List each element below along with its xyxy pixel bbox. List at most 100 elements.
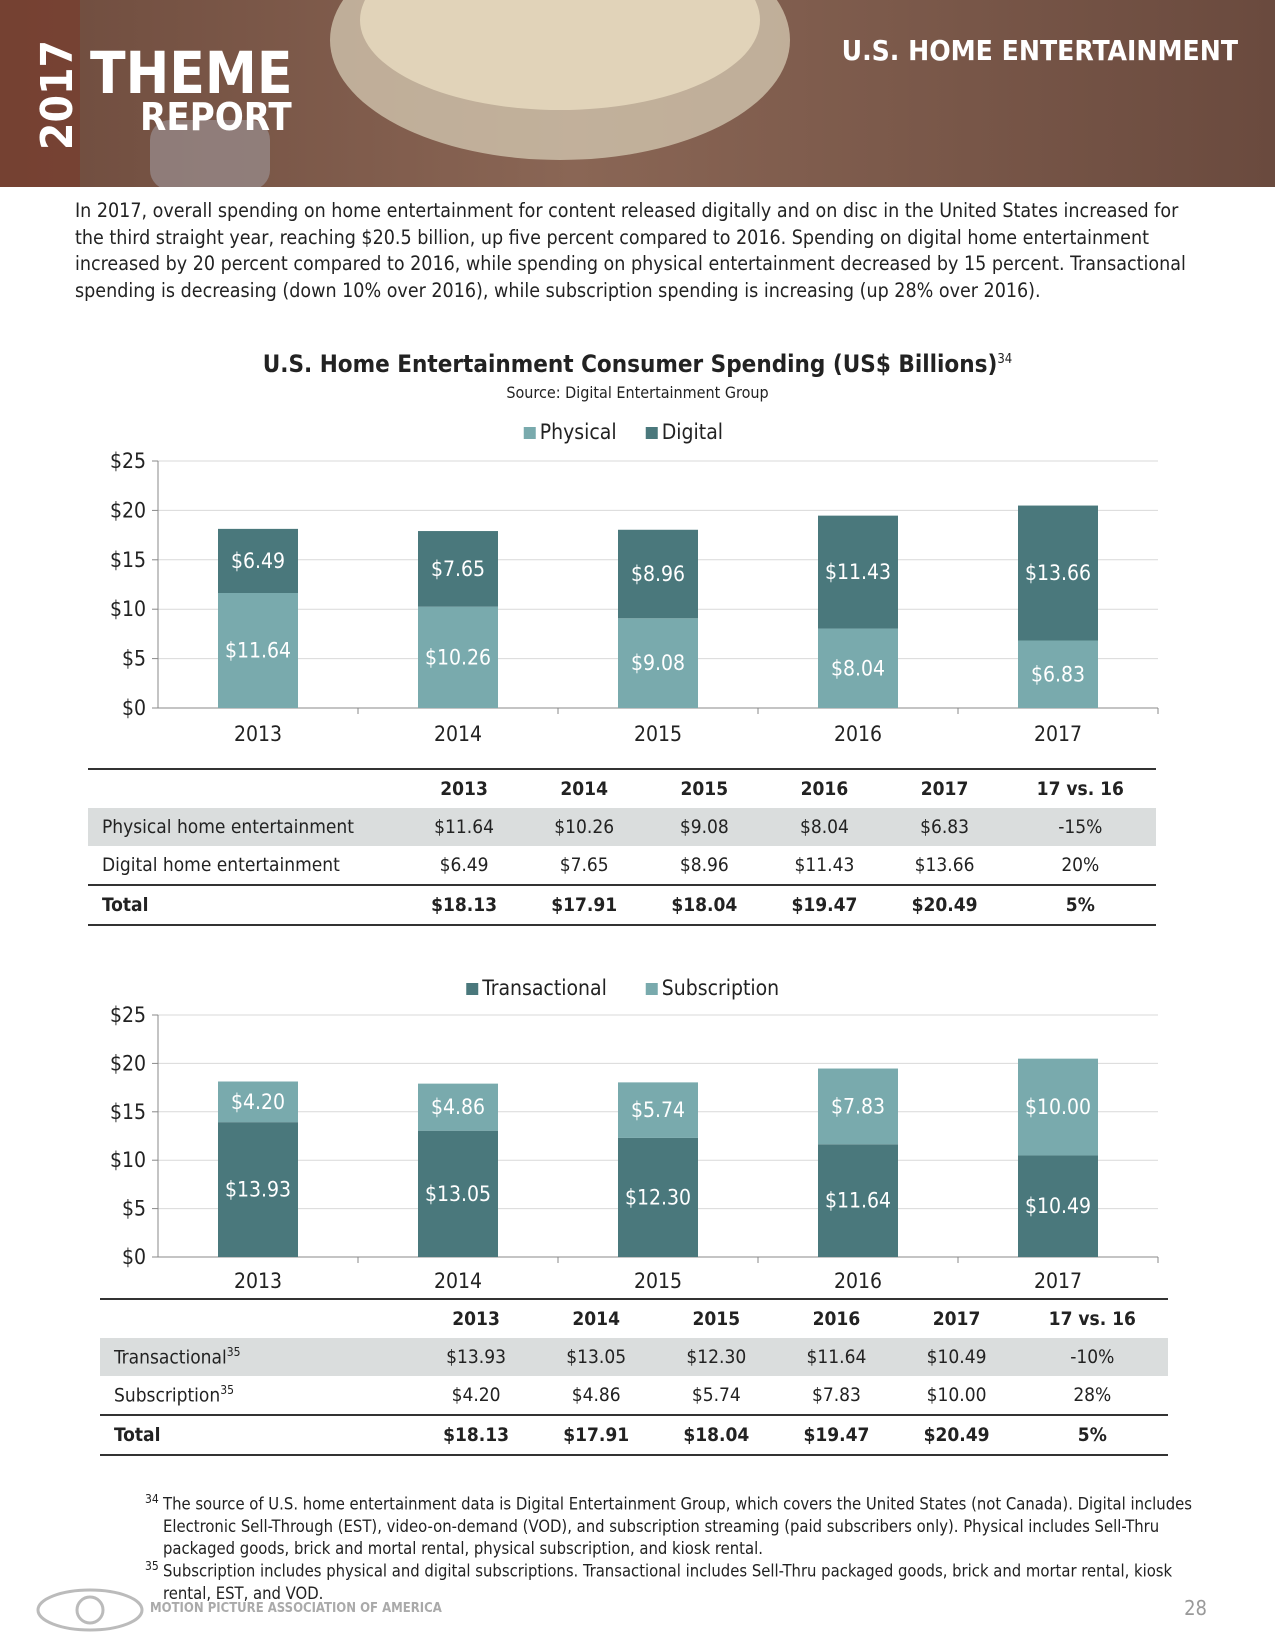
cell: $9.08 [679, 816, 729, 838]
table-header: 2013 2014 2015 2016 2017 17 vs. 16 [100, 1299, 1168, 1338]
cell: $4.20 [451, 1384, 501, 1406]
bar-segment [418, 606, 498, 708]
legend-label: Digital [662, 420, 723, 444]
row-label-text: Physical home entertainment [102, 816, 354, 838]
cell: $20.49 [911, 894, 978, 916]
data-label: $7.83 [831, 1094, 885, 1118]
cell: $13.93 [446, 1346, 506, 1368]
bar-segment [618, 618, 698, 708]
cell: $10.49 [926, 1346, 987, 1368]
bar-segment [618, 1082, 698, 1138]
bar-segment [618, 529, 698, 619]
cell: $18.04 [683, 1424, 750, 1446]
data-label: $9.08 [631, 651, 685, 675]
row-label: Transactional35 [100, 1338, 416, 1376]
data-label: $13.66 [1025, 561, 1091, 585]
header-cell: 2013 [440, 778, 488, 800]
cell: 5% [1077, 1424, 1107, 1446]
bar-segment [418, 1130, 498, 1257]
table: 2013 2014 2015 2016 2017 17 vs. 16 Transaction… [100, 1298, 1168, 1456]
data-label: $13.05 [425, 1182, 491, 1206]
cell: $12.30 [686, 1346, 747, 1368]
bar-segment [1018, 1058, 1098, 1156]
data-label: $6.83 [1031, 662, 1085, 686]
legend-swatch [523, 427, 536, 439]
cell: $20.49 [923, 1424, 990, 1446]
footnote: 35 Subscription includes physical and dig… [145, 1555, 1223, 1605]
cell: $5.74 [691, 1384, 741, 1406]
cell: $6.83 [920, 816, 970, 838]
x-tick-label: 2013 [234, 722, 282, 746]
header-cell: 2013 [452, 1308, 500, 1330]
y-tick-label: $5 [122, 647, 146, 671]
bar-segment [418, 1083, 498, 1131]
data-label: $13.93 [225, 1178, 291, 1202]
x-tick-label: 2016 [834, 1269, 882, 1293]
bar-segment [218, 592, 298, 708]
row-label: Subscription35 [100, 1376, 416, 1415]
data-label: $7.65 [431, 557, 485, 581]
bar-segment [618, 1137, 698, 1257]
cell: $6.49 [439, 854, 489, 876]
header-cell: 2014 [560, 778, 608, 800]
bar-segment [218, 1081, 298, 1123]
cell: -10% [1070, 1346, 1115, 1368]
table-row: Subscription35 $4.20 $4.86 $5.74 $7.83 $10.00… [100, 1376, 1168, 1415]
legend-label: Physical [540, 420, 617, 444]
x-tick-label: 2013 [234, 1269, 282, 1293]
header-cell: 17 vs. 16 [1048, 1308, 1136, 1330]
cell: $18.04 [671, 894, 738, 916]
row-label-text: Total [114, 1424, 161, 1446]
cell: $4.86 [571, 1384, 621, 1406]
data-label: $4.86 [431, 1095, 485, 1119]
header-report: REPORT [140, 95, 292, 139]
cell: $8.04 [799, 816, 849, 838]
cell: $19.47 [803, 1424, 870, 1446]
data-label: $5.74 [631, 1098, 685, 1122]
y-tick-label: $10 [110, 597, 146, 621]
table-header: 2013 2014 2015 2016 2017 17 vs. 16 [88, 769, 1156, 808]
chart: $0 $5 $10 $15 $20 $25 Transactional Subscriptio… [110, 976, 1159, 1293]
row-label-text: Subscription [114, 1384, 221, 1407]
cell: $11.64 [434, 816, 494, 838]
header-cell: 2015 [692, 1308, 741, 1330]
bar-segment [1018, 505, 1098, 641]
y-tick-label: $20 [110, 498, 146, 522]
y-tick-label: $25 [110, 1003, 146, 1027]
cell: $10.26 [554, 816, 615, 838]
row-note: 35 [226, 1345, 241, 1360]
row-label: Total [100, 1415, 416, 1455]
cell: $8.96 [679, 854, 729, 876]
header-theme: THEME [90, 39, 293, 107]
header-cell [100, 1299, 416, 1338]
chart-title: U.S. Home Entertainment Consumer Spendin… [0, 350, 1275, 378]
data-label: $4.20 [231, 1090, 285, 1114]
cell: 28% [1073, 1384, 1112, 1406]
header-cell: 2014 [572, 1308, 620, 1330]
bar-segment [818, 1144, 898, 1257]
page-number: 28 [1184, 1596, 1207, 1620]
x-tick-label: 2015 [634, 722, 682, 746]
x-tick-label: 2017 [1034, 1269, 1082, 1293]
x-tick-label: 2014 [434, 1269, 482, 1293]
row-label-text: Transactional [114, 1346, 227, 1369]
y-tick-label: $20 [110, 1051, 146, 1075]
cell: $7.83 [811, 1384, 861, 1406]
row-label: Total [88, 885, 404, 925]
header-cell [88, 769, 404, 808]
data-label: $11.64 [825, 1189, 891, 1213]
intro: In 2017, overall spending on home entert… [75, 199, 1186, 302]
row-label-text: Digital home entertainment [102, 854, 340, 876]
data-label: $11.64 [225, 638, 291, 662]
header-cell: 2015 [680, 778, 729, 800]
cell: 20% [1061, 854, 1100, 876]
cell: $11.43 [794, 854, 855, 876]
table-row: Total $18.13 $17.91 $18.04 $19.47 $20.49 5% [88, 885, 1156, 925]
footnote-mark: 35 [145, 1559, 159, 1573]
logo: MOTION PICTURE ASSOCIATION OF AMERICA [36, 1588, 442, 1632]
row-label-text: Total [102, 894, 149, 916]
legend-swatch [645, 983, 658, 995]
y-tick-label: $0 [122, 1245, 146, 1269]
table: 2013 2014 2015 2016 2017 17 vs. 16 Physical ho… [88, 768, 1156, 926]
